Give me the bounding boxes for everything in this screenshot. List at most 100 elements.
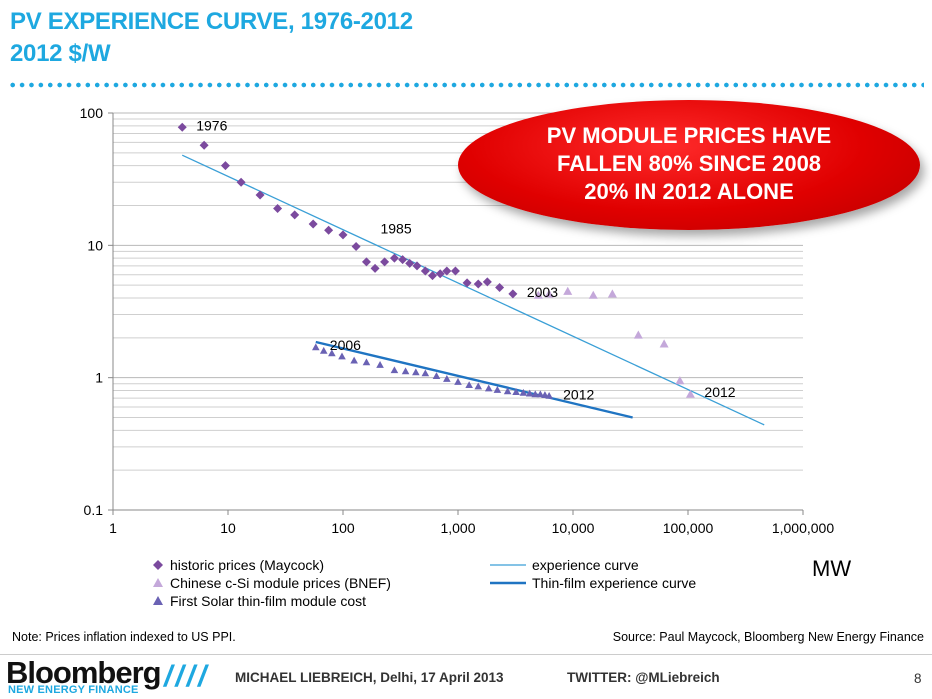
historic-price-point [427, 271, 437, 281]
year-annotation: 2012 [704, 384, 735, 400]
y-tick-label: 1 [95, 370, 103, 386]
chinese-price-point [633, 330, 643, 339]
callout-bubble: PV MODULE PRICES HAVE FALLEN 80% SINCE 2… [458, 100, 920, 230]
first-solar-point [519, 388, 528, 396]
source-note: Source: Paul Maycock, Bloomberg New Ener… [612, 630, 924, 644]
chart-annotations: 1976 1985 2003 2006 2012 2012 [196, 117, 736, 402]
chart-axes [108, 112, 804, 515]
first-solar-point [338, 352, 346, 360]
first-solar-point [311, 343, 320, 351]
chinese-price-point [533, 290, 543, 299]
legend-line-icon [490, 564, 526, 566]
x-tick-label: 100,000 [663, 520, 714, 536]
footnote: Note: Prices inflation indexed to US PPI… [12, 630, 236, 644]
y-tick-label: 0.1 [84, 502, 104, 518]
footer-divider [0, 654, 932, 655]
first-solar-point [525, 389, 534, 397]
historic-price-point [405, 258, 415, 268]
bloomberg-logo: Bloomberg [6, 655, 162, 690]
first-solar-point [484, 384, 493, 392]
legend-label: First Solar thin-film module cost [170, 593, 367, 609]
historic-price-point [420, 266, 430, 276]
chart-tick-labels: 1 10 100 1,000 10,000 100,000 1,000,000 0.1 1 10 1… [80, 105, 835, 536]
chinese-price-point [588, 290, 598, 299]
x-tick-label: 1,000,000 [772, 520, 834, 536]
logo-slashes: //// [164, 660, 210, 693]
historic-price-point [290, 210, 300, 220]
historic-price-point [508, 289, 518, 299]
year-annotation: 1985 [380, 220, 411, 236]
dotted-divider [8, 82, 924, 88]
first-solar-point [512, 388, 520, 395]
x-tick-label: 100 [331, 520, 355, 536]
first-solar-point [319, 346, 328, 354]
first-solar-point [390, 366, 399, 374]
y-tick-label: 10 [87, 237, 103, 253]
experience-curve-chart: 1 10 100 1,000 10,000 100,000 1,000,000 0.1 1 10 1… [80, 105, 835, 536]
chinese-price-point [544, 289, 554, 298]
x-axis-unit-label: MW [812, 556, 852, 581]
historic-price-point [435, 269, 445, 279]
year-annotation: 1976 [196, 117, 227, 133]
historic-price-point [220, 161, 230, 171]
legend-line-icon [490, 581, 526, 585]
chinese-price-point [563, 286, 573, 295]
first-solar-point [536, 390, 545, 398]
first-solar-point [421, 369, 430, 377]
chinese-price-point [659, 339, 669, 348]
historic-price-point [412, 261, 422, 271]
callout-text: PV MODULE PRICES HAVE FALLEN 80% SINCE 2… [458, 122, 920, 206]
historic-price-point [450, 266, 460, 276]
first-solar-point [432, 372, 441, 380]
first-solar-point [401, 367, 410, 375]
first-solar-point [328, 349, 336, 357]
historic-price-point [370, 263, 380, 273]
historic-price-point [495, 283, 505, 293]
historic-price-point [473, 279, 483, 289]
slide-title: PV EXPERIENCE CURVE, 1976-2012 [10, 8, 413, 35]
legend-marker-triangle-icon [153, 578, 163, 587]
first-solar-point [493, 385, 502, 393]
slide-subtitle: 2012 $/W [10, 40, 111, 67]
historic-price-point [236, 177, 246, 187]
historic-price-point [380, 257, 390, 267]
first-solar-point [454, 378, 462, 385]
first-solar-point [412, 368, 420, 376]
historic-price-point [389, 253, 399, 263]
first-solar-point [545, 391, 553, 399]
experience-curve-line [181, 154, 765, 426]
footer-author: MICHAEL LIEBREICH, Delhi, 17 April 2013 [235, 670, 504, 685]
first-solar-point [503, 387, 512, 395]
legend-label: Chinese c-Si module prices (BNEF) [170, 575, 391, 591]
chart-trend-lines [181, 154, 765, 426]
first-solar-point [376, 361, 384, 368]
first-solar-point [350, 356, 358, 364]
year-annotation: 2012 [563, 387, 594, 403]
first-solar-point [474, 382, 483, 390]
first-solar-point [362, 358, 371, 366]
historic-price-point [273, 203, 283, 213]
bnef-logo-subtitle: NEW ENERGY FINANCE [8, 684, 139, 696]
chinese-price-point [607, 289, 617, 298]
thin-film-curve-line [315, 340, 633, 419]
x-tick-label: 1 [109, 520, 117, 536]
chinese-price-point [685, 389, 695, 398]
legend-item-firstsolar: First Solar thin-film module cost [152, 593, 366, 609]
historic-price-point [361, 257, 371, 267]
chinese-price-point [675, 376, 685, 385]
legend-marker-diamond-icon [153, 560, 163, 570]
footer-twitter: TWITTER: @MLiebreich [567, 670, 720, 685]
historic-price-point [462, 278, 472, 288]
callout-line-3: 20% IN 2012 ALONE [584, 179, 794, 204]
x-tick-label: 10,000 [552, 520, 595, 536]
callout-line-2: FALLEN 80% SINCE 2008 [556, 151, 822, 176]
legend-label: historic prices (Maycock) [170, 557, 325, 573]
legend-item-chinese: Chinese c-Si module prices (BNEF) [152, 575, 391, 591]
legend-label: Thin-film experience curve [532, 575, 697, 591]
chart-data-points [177, 122, 695, 399]
callout-line-1: PV MODULE PRICES HAVE [546, 123, 832, 148]
historic-price-point [324, 225, 334, 235]
historic-price-point [338, 230, 348, 240]
y-tick-label: 100 [80, 105, 104, 121]
year-annotation: 2003 [527, 284, 558, 300]
